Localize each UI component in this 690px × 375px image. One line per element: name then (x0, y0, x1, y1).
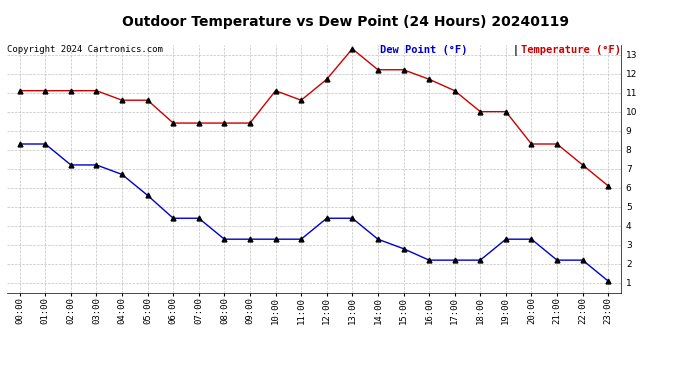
Text: Copyright 2024 Cartronics.com: Copyright 2024 Cartronics.com (7, 45, 163, 54)
Text: Temperature (°F): Temperature (°F) (521, 45, 621, 55)
Text: Outdoor Temperature vs Dew Point (24 Hours) 20240119: Outdoor Temperature vs Dew Point (24 Hou… (121, 15, 569, 29)
Text: |: | (514, 45, 518, 56)
Text: Dew Point (°F): Dew Point (°F) (380, 45, 467, 55)
